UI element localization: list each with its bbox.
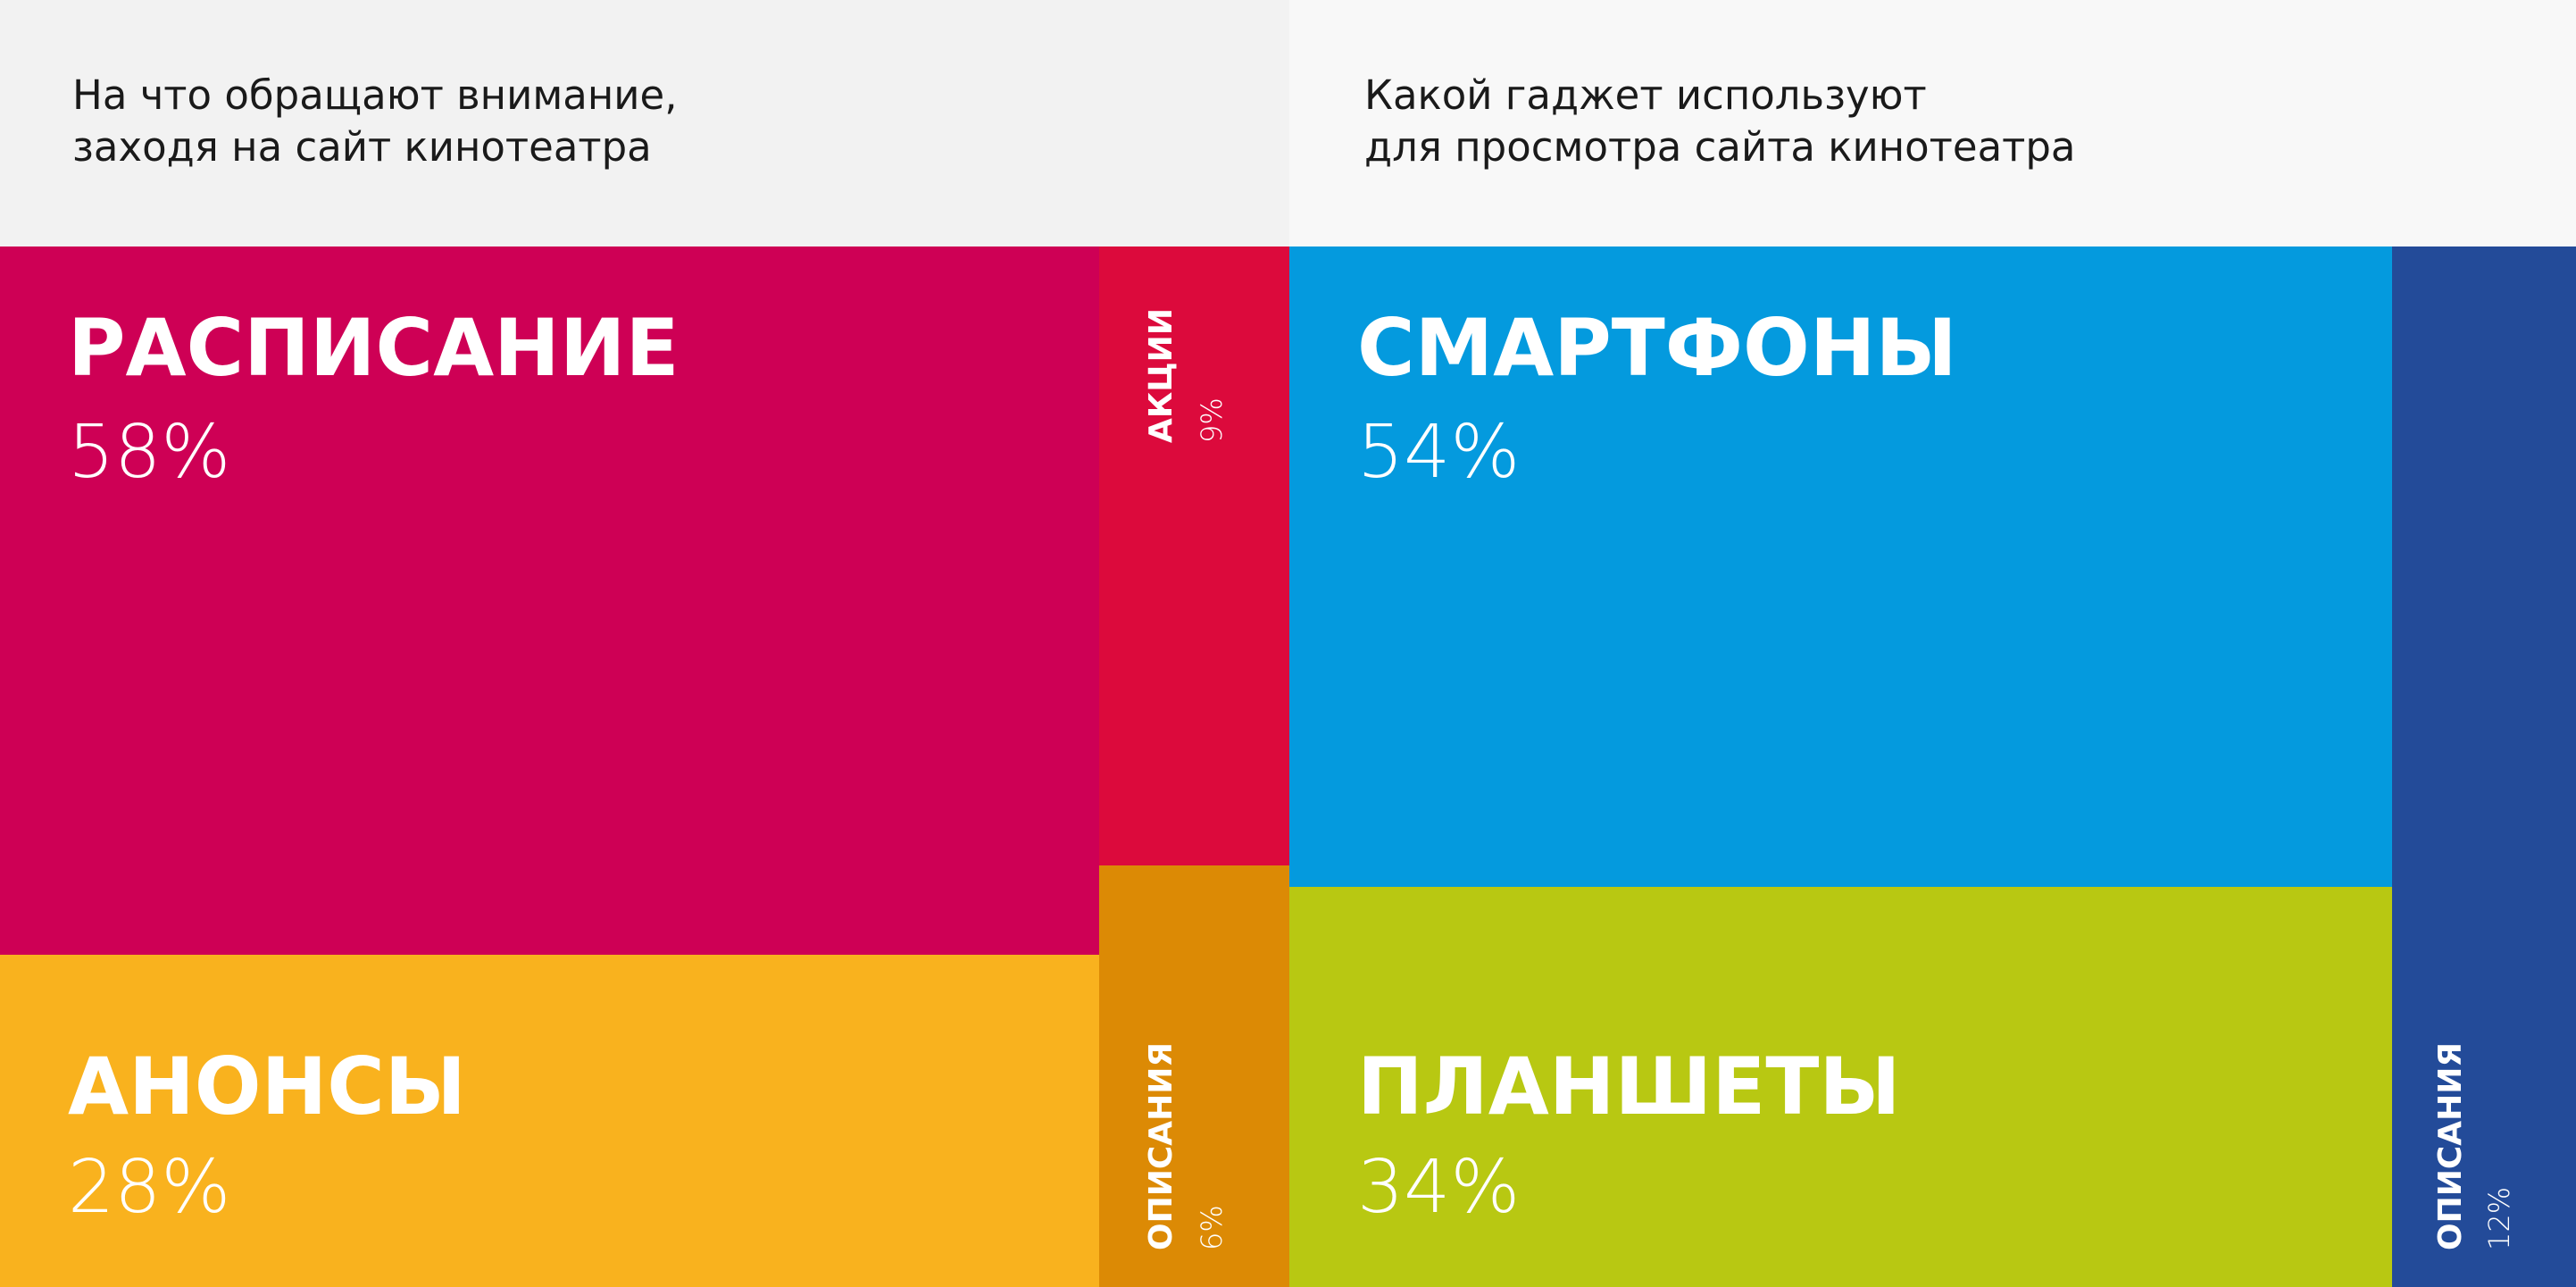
tile-descriptions-right: ОПИСАНИЯ 12% [2392, 247, 2576, 1287]
tile-descriptions-left: ОПИСАНИЯ 6% [1099, 865, 1289, 1287]
gadget-chart-panel: Какой гаджет используют для просмотра са… [1289, 0, 2576, 1287]
tile-descriptions-right-value: 12% [2482, 1186, 2516, 1250]
attention-chart-header: На что обращают внимание, заходя на сайт… [0, 0, 1289, 247]
attention-chart-title: На что обращают внимание, заходя на сайт… [72, 71, 678, 171]
tile-promotions-label: АКЦИИ [1143, 308, 1180, 443]
tile-descriptions-left-label: ОПИСАНИЯ [1143, 1041, 1180, 1250]
tile-tablets-value: 34% [1357, 1145, 1521, 1230]
tile-tablets: ПЛАНШЕТЫ 34% [1289, 887, 2392, 1287]
tile-schedule: РАСПИСАНИЕ 58% [0, 247, 1099, 955]
tile-descriptions-right-label: ОПИСАНИЯ [2432, 1041, 2469, 1250]
tile-promotions: АКЦИИ 9% [1099, 247, 1289, 865]
gadget-chart-header: Какой гаджет используют для просмотра са… [1289, 0, 2576, 247]
tile-descriptions-left-value: 6% [1195, 1205, 1229, 1250]
tile-announcements-value: 28% [68, 1145, 231, 1230]
gadget-chart-title: Какой гаджет используют для просмотра са… [1364, 71, 2076, 171]
tile-announcements-label: АНОНСЫ [68, 1040, 466, 1132]
gadget-treemap: СМАРТФОНЫ 54% ПЛАНШЕТЫ 34% ОПИСАНИЯ 12% [1289, 247, 2576, 1287]
tile-tablets-label: ПЛАНШЕТЫ [1357, 1040, 1901, 1132]
tile-promotions-value: 9% [1195, 397, 1229, 443]
tile-schedule-value: 58% [68, 410, 231, 495]
attention-chart-panel: На что обращают внимание, заходя на сайт… [0, 0, 1289, 1287]
tile-announcements: АНОНСЫ 28% [0, 955, 1099, 1287]
tile-smartphones-value: 54% [1357, 410, 1521, 495]
tile-smartphones: СМАРТФОНЫ 54% [1289, 247, 2392, 887]
attention-treemap: РАСПИСАНИЕ 58% АНОНСЫ 28% АКЦИИ 9% ОПИСА… [0, 247, 1289, 1287]
tile-smartphones-label: СМАРТФОНЫ [1357, 302, 1957, 394]
tile-schedule-label: РАСПИСАНИЕ [68, 302, 679, 394]
